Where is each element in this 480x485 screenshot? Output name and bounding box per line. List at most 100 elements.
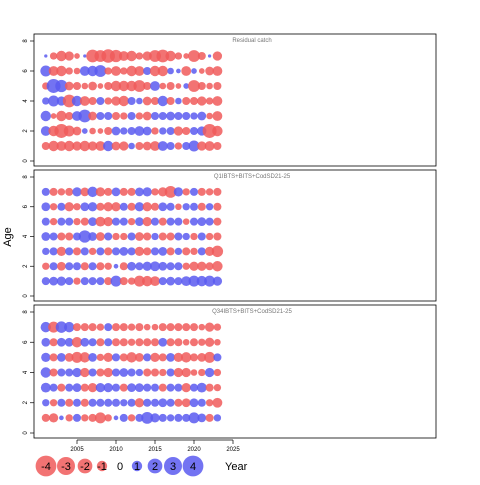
residual-bubble bbox=[48, 321, 60, 333]
residual-bubble bbox=[143, 232, 152, 241]
residual-bubble bbox=[188, 140, 200, 152]
residual-bubble bbox=[88, 413, 97, 422]
x-tick-label: 2015 bbox=[148, 447, 162, 453]
panel-title: Residual catch bbox=[232, 38, 271, 44]
legend-bubble bbox=[131, 460, 143, 472]
residual-bubble bbox=[57, 368, 66, 377]
residual-bubble bbox=[42, 97, 50, 105]
residual-bubble bbox=[65, 398, 74, 407]
residual-bubble bbox=[95, 187, 106, 197]
residual-bubble bbox=[197, 81, 206, 91]
residual-bubble bbox=[135, 368, 144, 377]
residual-bubble bbox=[96, 323, 105, 331]
residual-bubble bbox=[189, 96, 199, 106]
residual-bubble bbox=[78, 230, 91, 243]
residual-bubble bbox=[197, 187, 206, 196]
residual-bubble bbox=[188, 275, 200, 287]
residual-bubble bbox=[49, 247, 58, 256]
residual-bubble bbox=[48, 413, 59, 423]
residual-bubble bbox=[65, 67, 73, 75]
residual-bubble bbox=[212, 96, 223, 106]
residual-bubble bbox=[80, 187, 90, 197]
residual-bubble bbox=[141, 411, 154, 424]
residual-bubble bbox=[104, 398, 113, 407]
residual-bubble bbox=[40, 382, 51, 393]
residual-bubble bbox=[88, 262, 97, 271]
residual-bubble bbox=[204, 141, 215, 151]
residual-bubble bbox=[49, 399, 58, 407]
residual-bubble bbox=[158, 323, 167, 332]
legend-label: 0 bbox=[117, 461, 123, 473]
residual-bubble bbox=[87, 202, 98, 212]
residual-bubble bbox=[157, 141, 168, 151]
legend-bubble bbox=[77, 458, 93, 474]
residual-bubble bbox=[143, 338, 152, 347]
residual-bubble bbox=[181, 352, 192, 363]
residual-bubble bbox=[81, 128, 88, 134]
residual-bubble bbox=[143, 368, 152, 377]
residual-bubble bbox=[151, 188, 159, 196]
residual-bubble bbox=[135, 232, 144, 241]
residual-bubble bbox=[72, 126, 82, 136]
residual-bubble bbox=[166, 111, 175, 121]
residual-bubble bbox=[204, 275, 216, 287]
residual-bubble bbox=[88, 353, 97, 362]
residual-bubble bbox=[158, 383, 167, 392]
residual-bubble bbox=[103, 216, 113, 227]
residual-bubble bbox=[188, 412, 200, 424]
residual-bubble bbox=[71, 351, 83, 363]
residual-bubble bbox=[174, 232, 183, 241]
residual-bubble bbox=[158, 232, 167, 241]
residual-bubble bbox=[119, 338, 128, 347]
residual-bubble bbox=[182, 323, 191, 332]
residual-bubble bbox=[78, 109, 92, 123]
residual-bubble bbox=[182, 111, 191, 121]
residual-bubble bbox=[159, 127, 167, 135]
residual-bubble bbox=[49, 262, 58, 271]
residual-bubble bbox=[188, 80, 200, 92]
residual-bubble bbox=[80, 277, 89, 286]
residual-bubble bbox=[111, 247, 121, 256]
residual-bubble bbox=[166, 262, 175, 271]
residual-bubble bbox=[65, 247, 74, 256]
residual-bubble bbox=[158, 187, 168, 197]
residual-bubble bbox=[205, 413, 214, 422]
legend-label: -3 bbox=[61, 461, 71, 473]
residual-bubble bbox=[198, 68, 205, 74]
residual-bubble bbox=[142, 51, 152, 61]
residual-bubble bbox=[166, 96, 175, 106]
residual-bubble bbox=[103, 140, 114, 152]
residual-bubble bbox=[72, 413, 82, 422]
residual-bubble bbox=[59, 415, 64, 421]
residual-bubble bbox=[158, 217, 167, 226]
y-tick-label: 0 bbox=[23, 431, 29, 435]
residual-bubble bbox=[57, 261, 66, 271]
y-tick-label: 0 bbox=[23, 159, 29, 163]
residual-bubble bbox=[211, 245, 224, 258]
residual-bubble bbox=[56, 276, 67, 286]
residual-bubble bbox=[111, 217, 121, 226]
residual-bubble bbox=[41, 141, 50, 151]
legend-label: -1 bbox=[97, 461, 107, 473]
y-tick-label: 4 bbox=[23, 99, 29, 103]
residual-bubble bbox=[190, 232, 198, 241]
residual-bubble bbox=[181, 66, 192, 76]
residual-bubble bbox=[96, 202, 105, 211]
residual-bubble bbox=[96, 398, 105, 407]
residual-bubble bbox=[175, 83, 182, 89]
residual-bubble bbox=[174, 262, 183, 271]
residual-bubble bbox=[197, 111, 207, 121]
residual-bubble bbox=[142, 126, 152, 136]
residual-bubble bbox=[49, 383, 58, 392]
residual-bubble bbox=[49, 203, 58, 211]
residual-bubble bbox=[118, 51, 129, 61]
x-tick-label: 2010 bbox=[109, 447, 123, 453]
residual-bubble bbox=[57, 188, 66, 196]
residual-bubble bbox=[135, 323, 144, 332]
residual-bubble bbox=[56, 110, 67, 122]
residual-bubble bbox=[72, 247, 82, 256]
residual-bubble bbox=[56, 65, 67, 77]
residual-bubble bbox=[198, 338, 206, 346]
residual-bubble bbox=[74, 53, 80, 59]
